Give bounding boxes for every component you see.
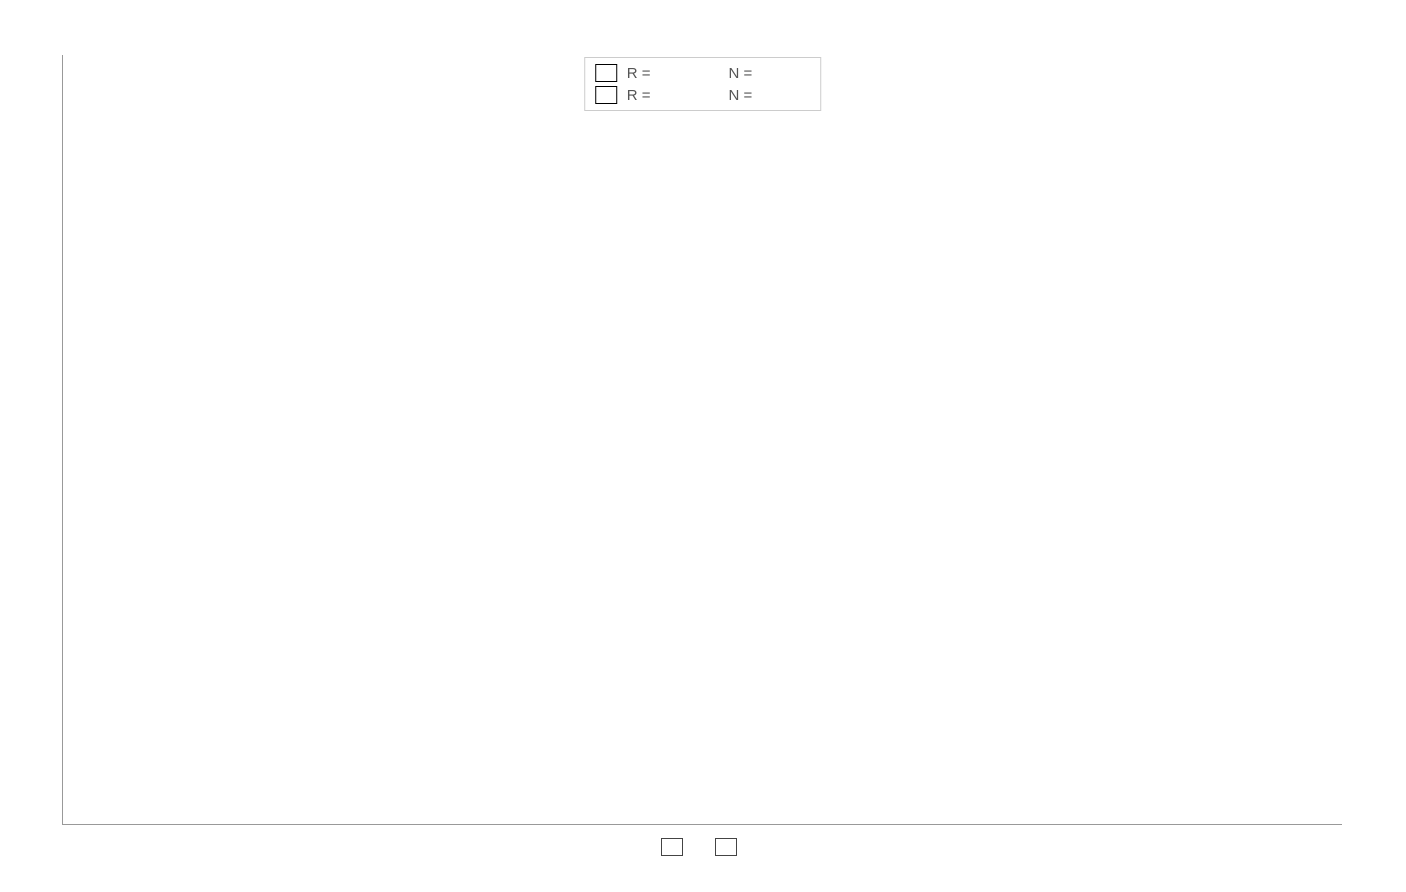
legend-bottom <box>661 838 745 856</box>
swatch-ottawa <box>595 86 617 104</box>
legend-swatch-bwi <box>661 838 683 856</box>
legend-swatch-ottawa <box>715 838 737 856</box>
chart-container: R = N = R = N = <box>50 55 1390 840</box>
correlation-stats-box: R = N = R = N = <box>584 57 822 111</box>
swatch-bwi <box>595 64 617 82</box>
legend-item-bwi <box>661 838 691 856</box>
stats-row-bwi: R = N = <box>595 62 811 84</box>
scatter-plot-area: R = N = R = N = <box>62 55 1342 825</box>
legend-item-ottawa <box>715 838 745 856</box>
stats-row-ottawa: R = N = <box>595 84 811 106</box>
